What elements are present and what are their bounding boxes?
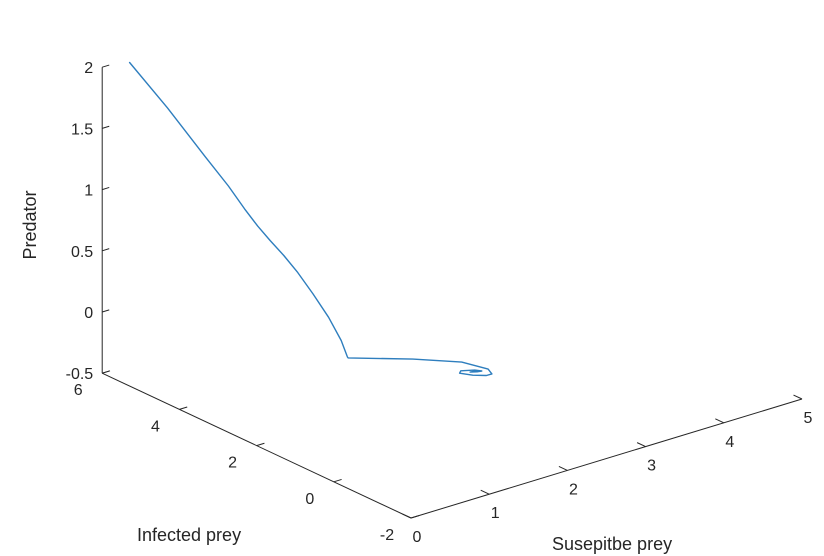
y-tick-label: 2 (228, 455, 237, 472)
y-tick-label: 6 (74, 382, 83, 399)
y-tick-label: 0 (305, 491, 314, 508)
y-tick-label: 4 (151, 418, 160, 435)
z-tick-label: 2 (84, 60, 93, 77)
axes: 0 1 2 3 4 5 -2 0 2 4 6-0.5 0 0.5 1 1.5 2 (66, 60, 813, 546)
z-tick-1 (102, 309, 110, 313)
labels: Susepitbe prey Infected prey Predator (20, 190, 672, 554)
y-tick-label: -2 (380, 527, 394, 544)
y-tick-1 (333, 478, 342, 483)
x-tick-label: 3 (647, 458, 656, 475)
z-tick-label: 0.5 (71, 244, 93, 261)
z-tick-0 (102, 370, 110, 374)
y-tick-3 (179, 406, 188, 410)
x-tick-label: 0 (413, 529, 422, 546)
x-tick-2 (558, 465, 568, 471)
z-tick-label: 1 (84, 183, 93, 200)
z-axis-label: Predator (20, 190, 40, 259)
x-tick-1 (480, 489, 490, 495)
z-tick-3 (102, 186, 110, 191)
x-tick-0 (402, 513, 412, 519)
y-tick-0 (410, 515, 419, 519)
x-axis-line (410, 398, 803, 519)
y-axis-line (101, 372, 412, 519)
y-tick-2 (256, 442, 265, 447)
series-trajectory-0 (128, 61, 493, 377)
x-tick-3 (636, 442, 646, 448)
z-tick-2 (102, 248, 110, 252)
x-tick-label: 4 (725, 434, 734, 451)
z-tick-label: -0.5 (66, 366, 94, 383)
x-tick-4 (715, 418, 725, 424)
x-tick-label: 2 (569, 481, 578, 498)
x-tick-label: 5 (804, 410, 813, 427)
z-tick-label: 0 (84, 305, 93, 322)
series-layer (128, 61, 493, 377)
y-axis-label: Infected prey (137, 525, 241, 545)
x-tick-label: 1 (491, 505, 500, 522)
x-axis-label: Susepitbe prey (552, 534, 672, 554)
z-tick-4 (102, 125, 110, 129)
z-tick-label: 1.5 (71, 121, 93, 138)
z-tick-5 (102, 64, 110, 68)
x-tick-5 (793, 394, 803, 400)
